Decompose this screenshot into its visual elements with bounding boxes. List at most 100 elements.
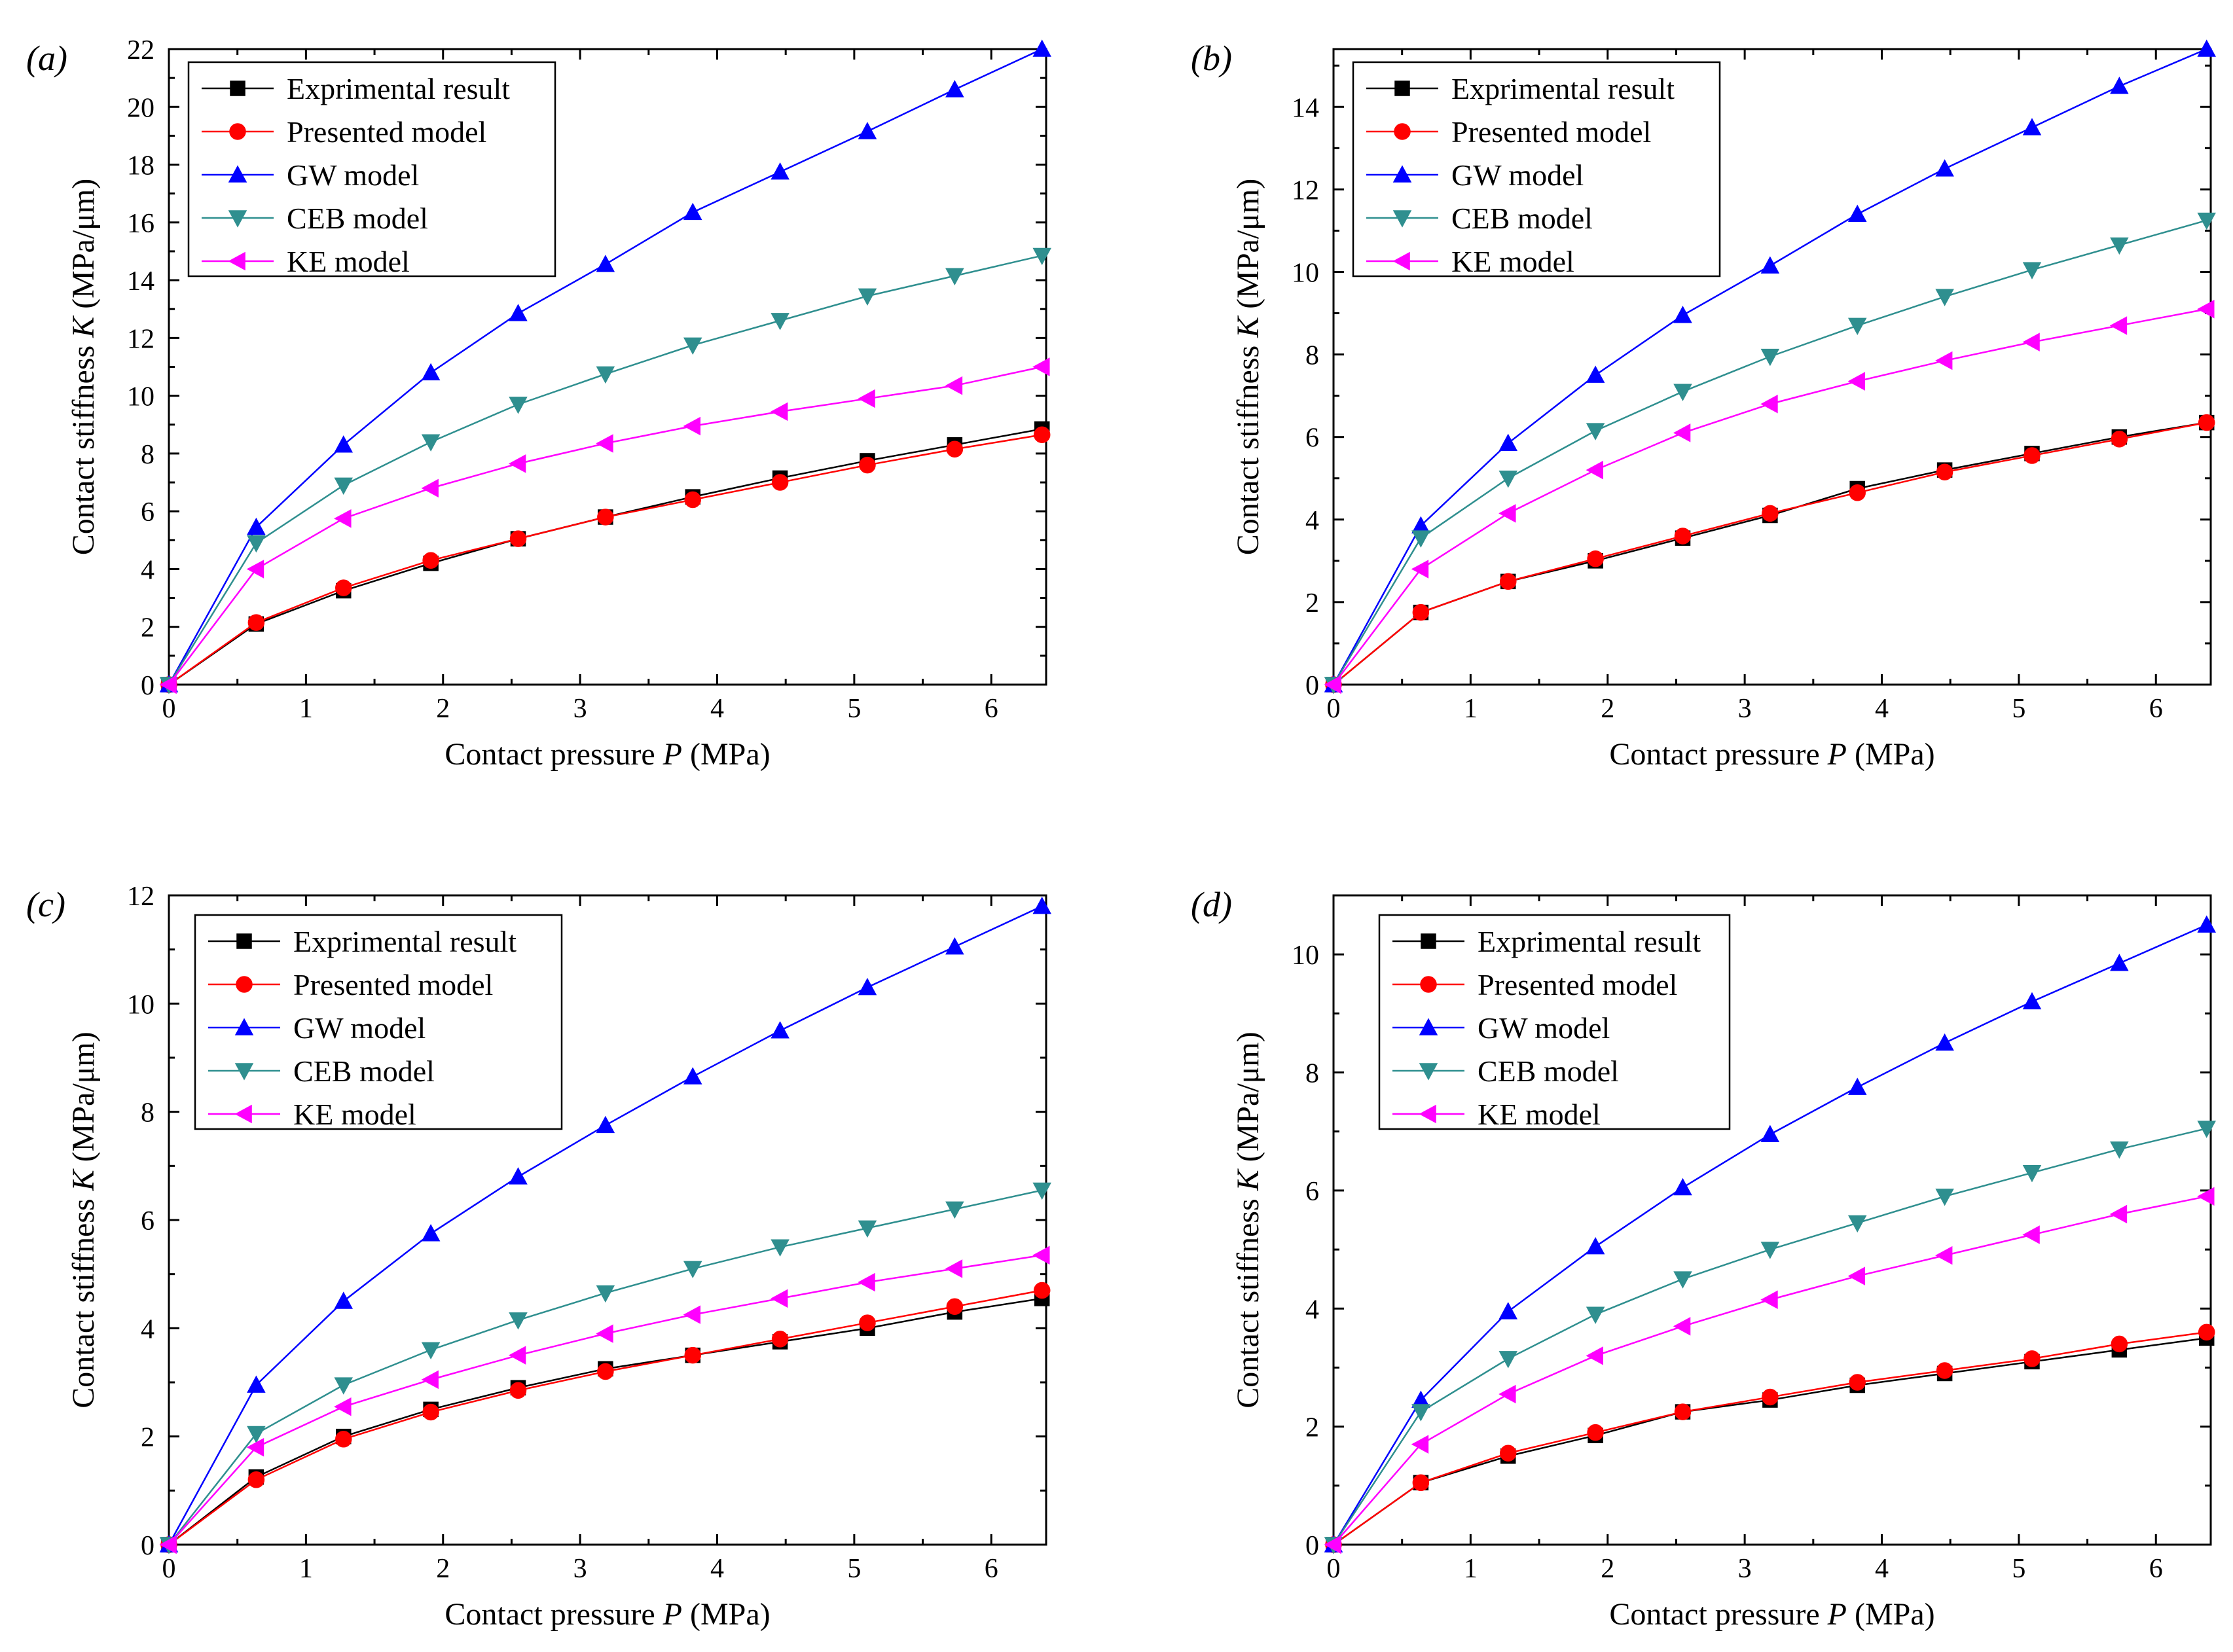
data-point xyxy=(2024,447,2041,464)
data-point xyxy=(596,366,615,384)
data-point xyxy=(1586,1306,1605,1324)
legend-marker xyxy=(228,210,247,228)
data-point xyxy=(421,1370,439,1390)
legend-marker xyxy=(234,1063,254,1081)
series-line-3 xyxy=(168,255,1043,685)
data-point xyxy=(1411,1404,1430,1422)
y-tick-label: 6 xyxy=(141,497,154,528)
legend-label: Exprimental result xyxy=(293,925,517,958)
x-tick-label: 3 xyxy=(1738,694,1752,724)
x-tick-label: 2 xyxy=(436,694,450,724)
data-point xyxy=(597,509,614,526)
legend-marker xyxy=(1421,933,1436,949)
plot-frame xyxy=(1332,48,2212,686)
data-point xyxy=(683,1261,702,1278)
data-point xyxy=(509,304,528,321)
data-point xyxy=(1411,530,1430,548)
legend-marker xyxy=(1392,210,1412,228)
data-point xyxy=(1324,1535,1341,1554)
data-point xyxy=(509,1312,528,1330)
y-tick-label: 12 xyxy=(127,882,154,912)
data-point xyxy=(335,1431,352,1448)
legend-label: Presented model xyxy=(1478,968,1677,1001)
data-point xyxy=(771,162,790,180)
legend-box xyxy=(1352,61,1721,278)
y-axis-label: Contact stiffness K (MPa/μm) xyxy=(66,179,101,556)
data-point xyxy=(247,1375,266,1393)
y-tick-label: 0 xyxy=(1305,1531,1319,1561)
data-point xyxy=(1935,1246,1953,1265)
data-point xyxy=(1760,394,1778,414)
legend-label: GW model xyxy=(1478,1011,1610,1045)
data-point xyxy=(1673,306,1692,323)
data-point xyxy=(1498,504,1516,523)
data-point xyxy=(1847,1215,1867,1233)
legend-label: KE model xyxy=(1451,245,1574,278)
data-point xyxy=(1760,1242,1780,1259)
data-point xyxy=(2111,431,2128,448)
series-line-0 xyxy=(168,428,1042,686)
data-point xyxy=(334,1377,354,1395)
legend-label: KE model xyxy=(287,245,410,278)
data-point xyxy=(1936,463,1953,481)
data-point xyxy=(334,435,354,453)
data-point xyxy=(2110,954,2129,971)
x-axis-label: Contact pressure P (MPa) xyxy=(445,737,770,772)
series-line-0 xyxy=(1333,422,2207,685)
y-axis-label: Contact stiffness K (MPa/μm) xyxy=(1231,1032,1265,1409)
data-point xyxy=(1673,384,1692,401)
legend-marker xyxy=(228,251,245,271)
series-line-1 xyxy=(168,433,1042,686)
data-point xyxy=(421,363,441,381)
y-tick-label: 18 xyxy=(127,151,154,181)
data-point xyxy=(334,1397,352,1416)
x-tick-label: 4 xyxy=(1875,1554,1889,1584)
data-point xyxy=(2198,414,2215,431)
y-tick-label: 8 xyxy=(1305,341,1319,371)
legend-label: Presented model xyxy=(293,968,493,1001)
data-point xyxy=(1674,1403,1692,1420)
data-point xyxy=(946,1298,964,1316)
y-tick-label: 8 xyxy=(141,1098,154,1128)
data-point xyxy=(1586,460,1603,480)
x-tick-label: 5 xyxy=(2012,694,2025,724)
x-tick-label: 2 xyxy=(1601,694,1614,724)
data-point xyxy=(334,509,352,528)
series-line-4 xyxy=(168,366,1042,685)
x-tick-label: 5 xyxy=(847,694,861,724)
data-point xyxy=(1760,348,1780,367)
data-point xyxy=(421,434,441,452)
data-point xyxy=(1033,426,1051,443)
legend-label: Exprimental result xyxy=(287,72,510,105)
x-tick-label: 0 xyxy=(1327,694,1341,724)
data-point xyxy=(1935,1189,1954,1206)
x-tick-label: 1 xyxy=(299,694,313,724)
data-point xyxy=(1499,1445,1517,1462)
legend-label: CEB model xyxy=(1478,1054,1619,1088)
data-point xyxy=(1498,433,1518,451)
data-point xyxy=(159,1535,177,1554)
x-tick-label: 4 xyxy=(710,694,724,724)
y-tick-label: 10 xyxy=(127,990,154,1020)
data-point xyxy=(683,202,702,221)
data-point xyxy=(247,614,265,631)
data-point xyxy=(2197,39,2216,57)
data-point xyxy=(1586,1346,1603,1365)
data-point xyxy=(1411,1435,1429,1454)
x-tick-label: 1 xyxy=(299,1554,313,1584)
data-point xyxy=(2197,299,2215,319)
data-point xyxy=(1032,39,1051,57)
legend-box xyxy=(194,914,563,1130)
x-tick-label: 2 xyxy=(436,1554,450,1584)
data-point xyxy=(858,1220,877,1238)
data-point xyxy=(596,255,615,272)
legend-marker xyxy=(236,976,253,993)
data-point xyxy=(508,454,526,473)
data-point xyxy=(1586,423,1605,440)
data-point xyxy=(2197,212,2216,230)
y-tick-label: 2 xyxy=(141,613,154,643)
legend-marker xyxy=(1419,1018,1438,1035)
y-axis-label: Contact stiffness K (MPa/μm) xyxy=(66,1032,101,1409)
data-point xyxy=(1847,1077,1867,1095)
legend-marker xyxy=(234,1104,252,1124)
